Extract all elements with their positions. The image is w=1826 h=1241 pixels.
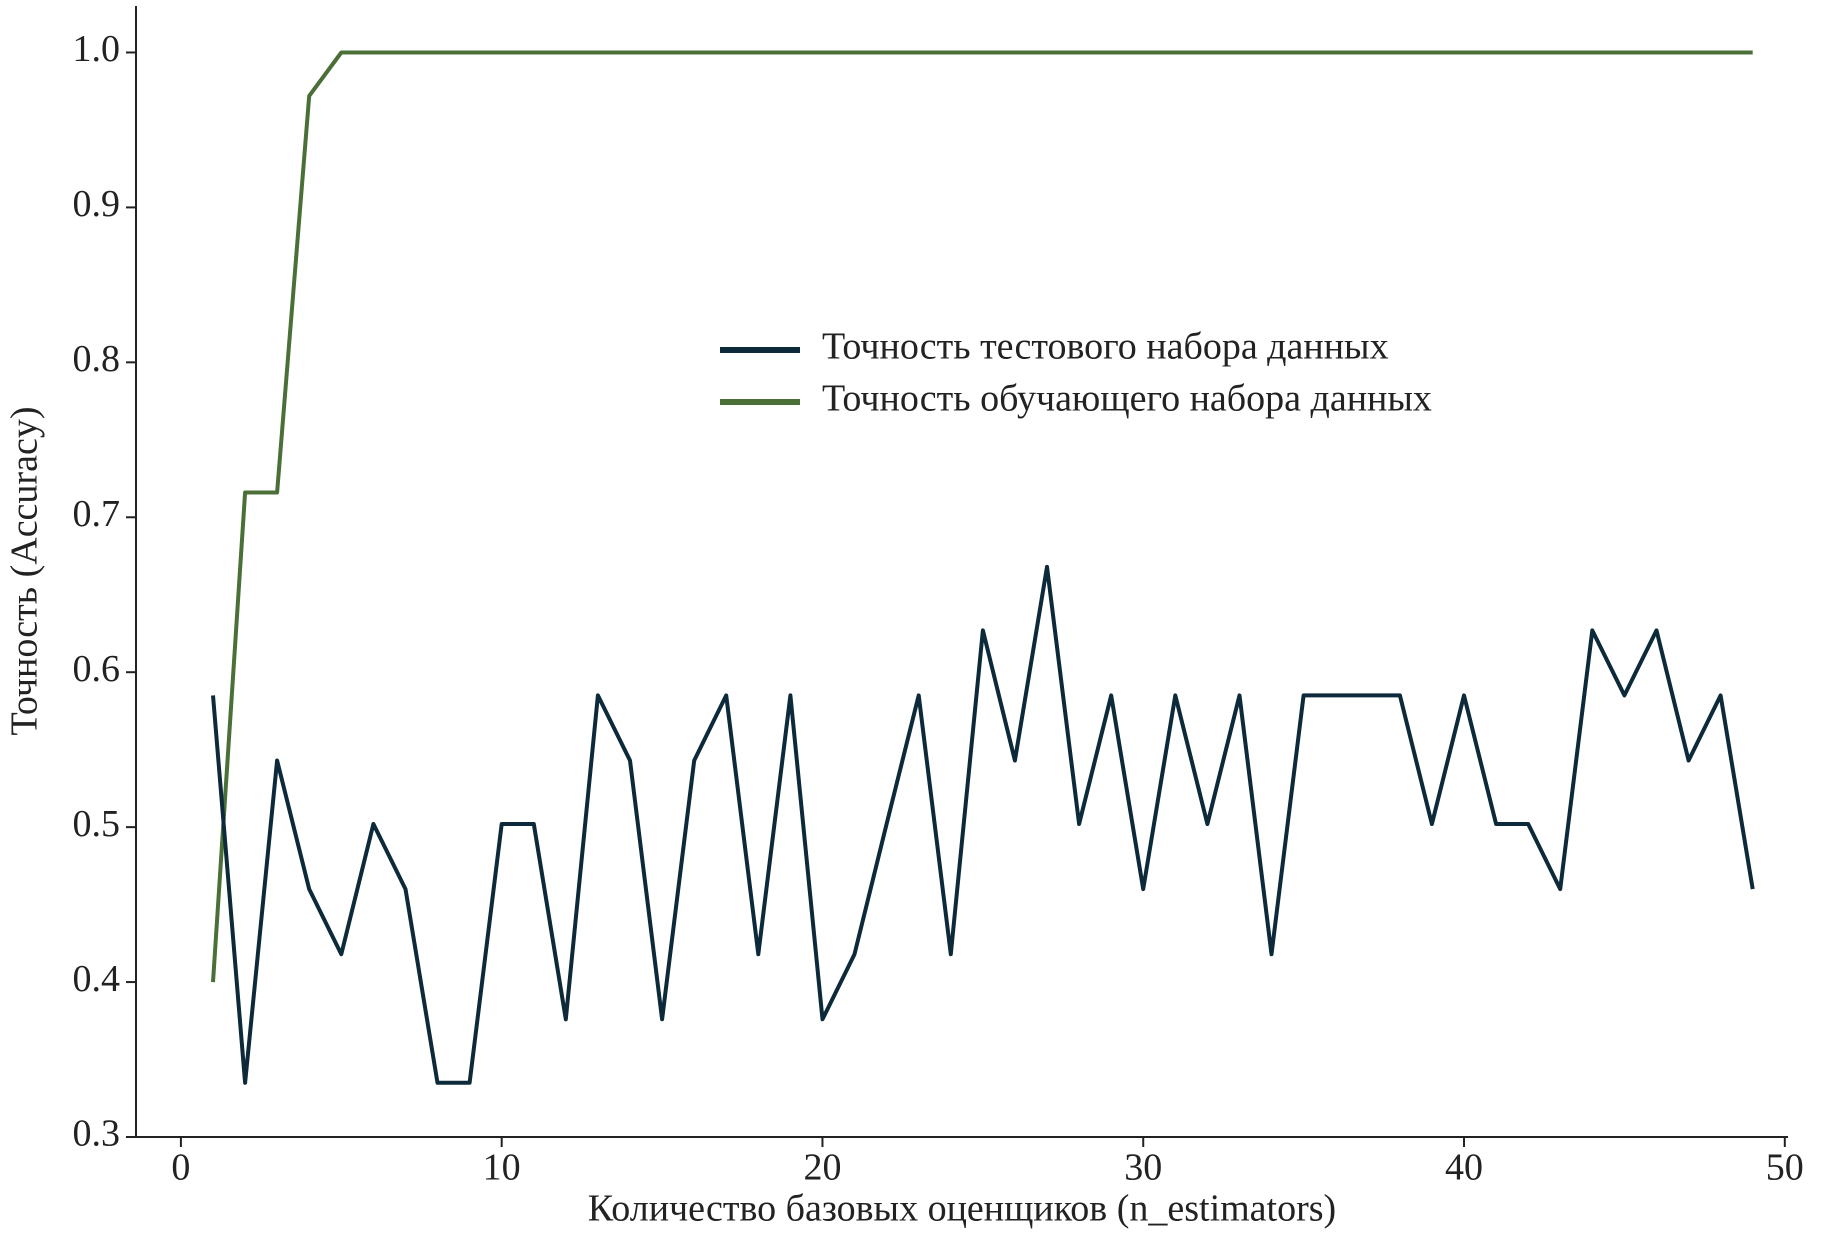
legend-label: Точность тестового набора данных: [822, 326, 1389, 368]
legend-label: Точность обучающего набора данных: [822, 378, 1432, 420]
y-tick-label: 0.5: [73, 803, 121, 845]
series-line: [211, 50, 1753, 983]
y-tick-label: 0.6: [73, 648, 121, 690]
y-tick-label: 0.3: [73, 1113, 121, 1155]
x-tick-label: 0: [171, 1147, 190, 1189]
y-tick-label: 0.9: [73, 183, 121, 225]
x-tick-label: 50: [1766, 1147, 1804, 1189]
x-tick-label: 40: [1445, 1147, 1483, 1189]
y-axis-label: Точность (Accuracy): [4, 407, 46, 736]
y-tick-label: 0.8: [73, 338, 121, 380]
x-tick-label: 20: [803, 1147, 841, 1189]
x-tick-label: 10: [483, 1147, 521, 1189]
series-line: [211, 564, 1755, 1085]
x-axis-label: Количество базовых оценщиков (n_estimato…: [588, 1188, 1336, 1230]
y-tick-label: 0.7: [73, 493, 121, 535]
x-tick-label: 30: [1124, 1147, 1162, 1189]
y-tick-label: 0.4: [73, 958, 121, 1000]
y-tick-label: 1.0: [73, 28, 121, 70]
